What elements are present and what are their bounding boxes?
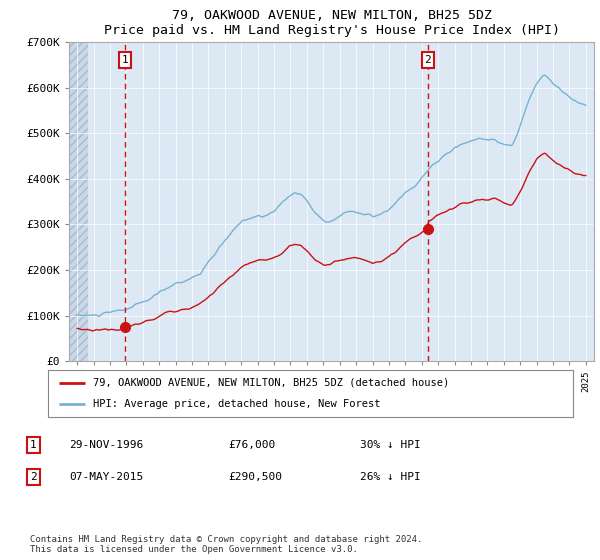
Text: £76,000: £76,000	[228, 440, 275, 450]
Text: 2: 2	[30, 472, 37, 482]
Title: 79, OAKWOOD AVENUE, NEW MILTON, BH25 5DZ
Price paid vs. HM Land Registry's House: 79, OAKWOOD AVENUE, NEW MILTON, BH25 5DZ…	[104, 8, 560, 36]
Text: 1: 1	[30, 440, 37, 450]
Text: HPI: Average price, detached house, New Forest: HPI: Average price, detached house, New …	[92, 399, 380, 409]
Text: 30% ↓ HPI: 30% ↓ HPI	[360, 440, 421, 450]
Text: 07-MAY-2015: 07-MAY-2015	[69, 472, 143, 482]
Text: 2: 2	[424, 55, 431, 66]
Text: 29-NOV-1996: 29-NOV-1996	[69, 440, 143, 450]
Text: 1: 1	[122, 55, 128, 66]
Text: £290,500: £290,500	[228, 472, 282, 482]
Text: Contains HM Land Registry data © Crown copyright and database right 2024.
This d: Contains HM Land Registry data © Crown c…	[30, 535, 422, 554]
Text: 26% ↓ HPI: 26% ↓ HPI	[360, 472, 421, 482]
Text: 79, OAKWOOD AVENUE, NEW MILTON, BH25 5DZ (detached house): 79, OAKWOOD AVENUE, NEW MILTON, BH25 5DZ…	[92, 378, 449, 388]
